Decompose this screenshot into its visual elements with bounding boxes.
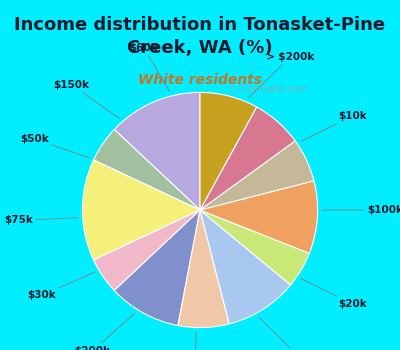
Text: $40k: $40k <box>180 332 209 350</box>
Text: White residents: White residents <box>138 73 262 87</box>
Wedge shape <box>200 210 291 324</box>
Wedge shape <box>114 92 200 210</box>
Text: Income distribution in Tonasket-Pine
Creek, WA (%): Income distribution in Tonasket-Pine Cre… <box>14 16 386 57</box>
Text: > $200k: > $200k <box>248 52 315 98</box>
Text: $20k: $20k <box>301 279 367 309</box>
Wedge shape <box>200 92 257 210</box>
Wedge shape <box>200 210 309 285</box>
Wedge shape <box>82 160 200 260</box>
Wedge shape <box>94 130 200 210</box>
Text: $200k: $200k <box>74 313 134 350</box>
Text: $50k: $50k <box>20 134 89 158</box>
Text: $125k: $125k <box>259 317 316 350</box>
Text: $30k: $30k <box>28 272 95 300</box>
Text: $100k: $100k <box>322 205 400 215</box>
Text: ⓘ City-Data.com: ⓘ City-Data.com <box>230 84 308 93</box>
Wedge shape <box>114 210 200 326</box>
Text: $75k: $75k <box>4 216 78 225</box>
Wedge shape <box>200 141 314 210</box>
Wedge shape <box>200 107 295 210</box>
Wedge shape <box>200 181 318 253</box>
Text: $60k: $60k <box>130 43 170 92</box>
Wedge shape <box>178 210 229 328</box>
Wedge shape <box>94 210 200 290</box>
Text: $10k: $10k <box>301 111 367 141</box>
Text: $150k: $150k <box>54 80 119 118</box>
